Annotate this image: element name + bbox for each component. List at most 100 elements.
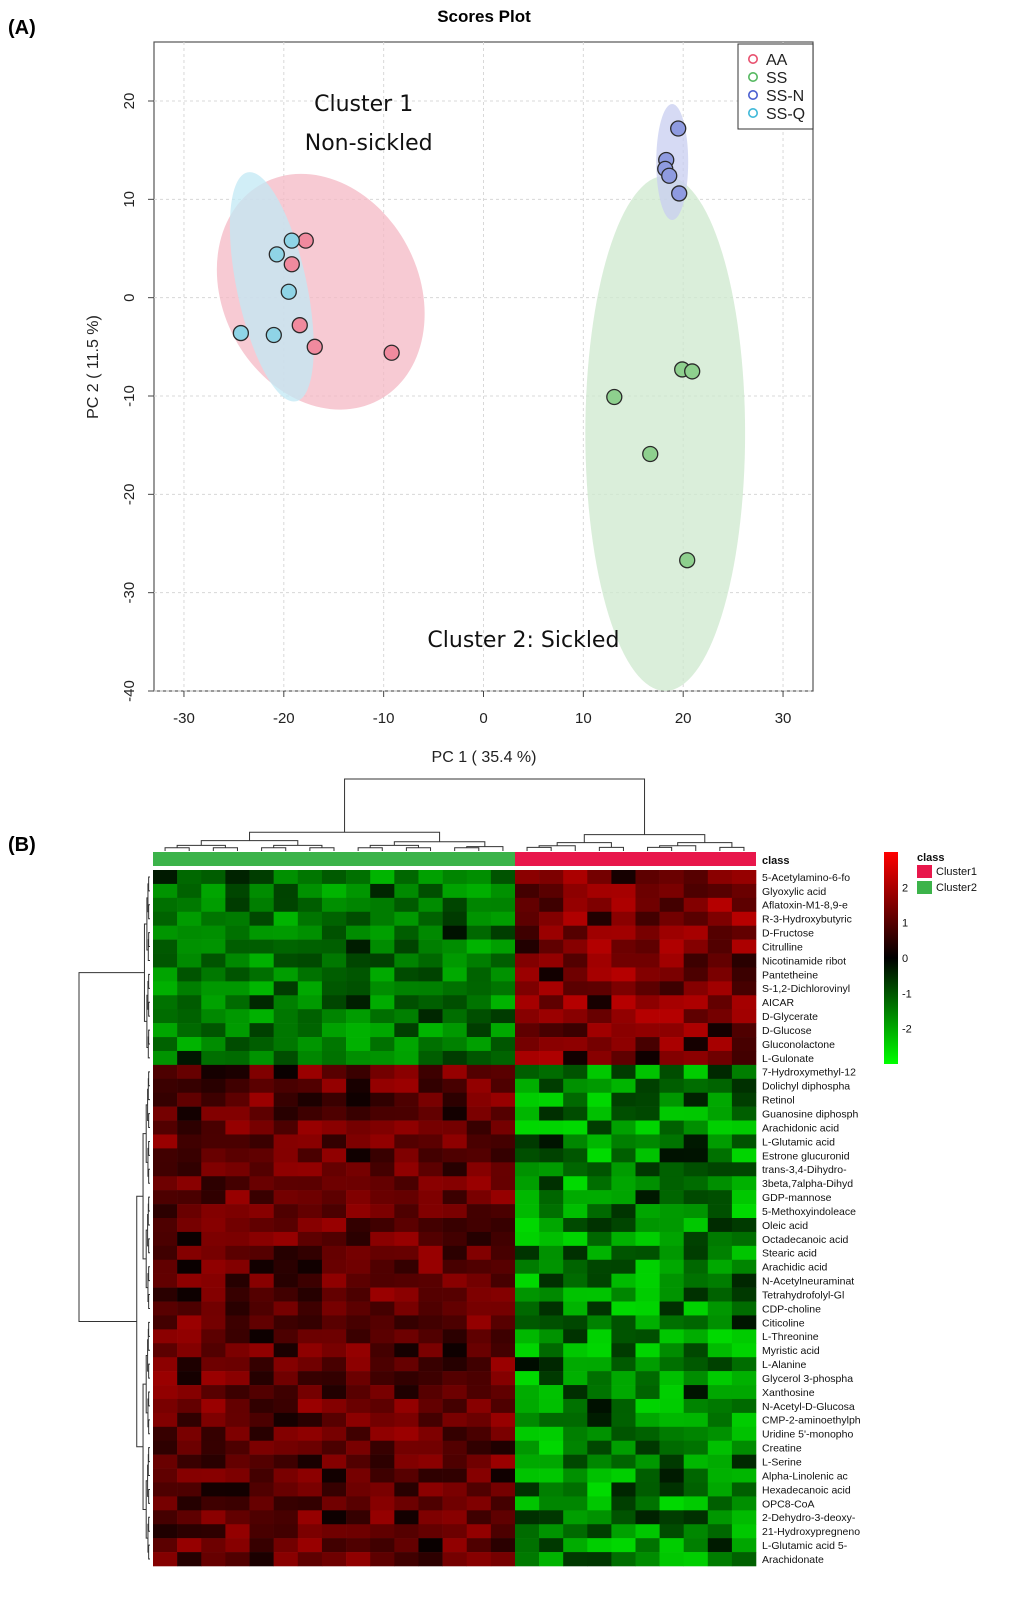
heatmap-cell bbox=[201, 1009, 226, 1024]
heatmap-cell bbox=[490, 870, 516, 885]
heatmap-cell bbox=[225, 1357, 250, 1372]
heatmap-cell bbox=[201, 1148, 226, 1163]
heatmap-cell bbox=[394, 1371, 419, 1386]
heatmap-cell bbox=[490, 1009, 516, 1024]
heatmap-cell bbox=[515, 1245, 540, 1261]
row-label: 5-Acetylamino-6-fo bbox=[762, 872, 850, 884]
row-label: N-Acetyl-D-Glucosa bbox=[762, 1401, 855, 1413]
heatmap-cell bbox=[321, 925, 347, 940]
heatmap-cell bbox=[611, 1538, 636, 1553]
heatmap-cell bbox=[418, 1468, 443, 1483]
heatmap-cell bbox=[394, 1050, 419, 1066]
heatmap-cell bbox=[683, 1231, 709, 1247]
heatmap-cell bbox=[539, 1343, 564, 1358]
heatmap-cell bbox=[515, 995, 540, 1010]
heatmap-cell bbox=[490, 1524, 516, 1539]
heatmap-cell bbox=[611, 1106, 636, 1121]
heatmap-cell bbox=[707, 1190, 733, 1205]
heatmap-cell bbox=[731, 1398, 757, 1414]
dendrogram-branch bbox=[148, 973, 150, 989]
panel-b-label: (B) bbox=[8, 834, 36, 856]
heatmap-cell bbox=[370, 1106, 395, 1121]
heatmap-cell bbox=[515, 1315, 540, 1330]
row-label: Retinol bbox=[762, 1095, 795, 1107]
heatmap-cell bbox=[394, 1134, 419, 1149]
heatmap-cell bbox=[153, 1468, 178, 1483]
heatmap-cell bbox=[394, 1148, 419, 1163]
heatmap-cell bbox=[659, 967, 684, 982]
heatmap-cell bbox=[587, 1050, 612, 1066]
row-label: L-Serine bbox=[762, 1456, 802, 1468]
heatmap-cell bbox=[731, 925, 757, 940]
y-tick-label: -40 bbox=[121, 680, 138, 702]
heatmap-cell bbox=[418, 1273, 443, 1288]
heatmap-cell bbox=[297, 1315, 323, 1330]
heatmap-cell bbox=[611, 1259, 636, 1274]
heatmap-cell bbox=[539, 995, 564, 1010]
row-label: Arachidic acid bbox=[762, 1262, 828, 1274]
heatmap-cell bbox=[225, 1385, 250, 1400]
heatmap-cell bbox=[249, 1357, 274, 1372]
heatmap-cell bbox=[249, 911, 274, 926]
heatmap-cell bbox=[394, 981, 419, 996]
heatmap-cell bbox=[346, 1176, 371, 1191]
y-tick-label: -10 bbox=[121, 385, 138, 407]
heatmap-cell bbox=[731, 1190, 757, 1205]
heatmap-cell bbox=[563, 1301, 588, 1316]
heatmap-cell bbox=[587, 911, 612, 926]
heatmap-cell bbox=[611, 1412, 636, 1428]
row-label: Myristic acid bbox=[762, 1345, 820, 1357]
heatmap-cell bbox=[659, 1064, 684, 1080]
heatmap-cell bbox=[297, 1385, 323, 1400]
heatmap-cell bbox=[490, 1412, 516, 1428]
heatmap-cell bbox=[370, 981, 395, 996]
heatmap-cell bbox=[539, 981, 564, 996]
heatmap-cell bbox=[370, 1454, 395, 1469]
heatmap-cell bbox=[201, 1259, 226, 1274]
heatmap-cell bbox=[177, 1329, 202, 1344]
dendrogram-branch bbox=[148, 1488, 150, 1504]
heatmap-cell bbox=[611, 1371, 636, 1386]
heatmap-cell bbox=[635, 911, 660, 926]
heatmap-cell bbox=[321, 995, 347, 1010]
heatmap-cell bbox=[297, 1454, 323, 1469]
x-tick-label: 30 bbox=[775, 710, 792, 727]
heatmap-cell bbox=[321, 1009, 347, 1024]
heatmap-cell bbox=[683, 1440, 709, 1455]
heatmap-cell bbox=[490, 1037, 516, 1052]
heatmap-cell bbox=[683, 1120, 709, 1135]
legend-box bbox=[737, 43, 814, 130]
heatmap-cell bbox=[611, 1524, 636, 1539]
heatmap-cell bbox=[153, 1552, 178, 1567]
heatmap-cell bbox=[707, 967, 733, 982]
heatmap-cell bbox=[515, 1385, 540, 1400]
dendrogram-branch bbox=[148, 1238, 150, 1254]
heatmap-cell bbox=[635, 870, 660, 885]
heatmap-cell bbox=[225, 1190, 250, 1205]
heatmap-cell bbox=[297, 1468, 323, 1483]
row-label: Creatine bbox=[762, 1443, 802, 1455]
heatmap-cell bbox=[321, 1538, 347, 1553]
heatmap-cell bbox=[611, 1468, 636, 1483]
heatmap-cell bbox=[346, 925, 371, 940]
heatmap-cell bbox=[539, 925, 564, 940]
heatmap-cell bbox=[563, 967, 588, 982]
heatmap-cell bbox=[249, 897, 274, 913]
heatmap-cell bbox=[635, 995, 660, 1010]
heatmap-cell bbox=[587, 953, 612, 968]
heatmap-cell bbox=[249, 1412, 274, 1428]
heatmap-cell bbox=[563, 1245, 588, 1261]
heatmap-cell bbox=[153, 1023, 178, 1038]
heatmap-cell bbox=[153, 1454, 178, 1469]
heatmap-cell bbox=[683, 1259, 709, 1274]
heatmap-cell bbox=[346, 1287, 371, 1302]
heatmap-cell bbox=[321, 1162, 347, 1177]
heatmap-cell bbox=[177, 939, 202, 954]
row-label: N-Acetylneuraminat bbox=[762, 1276, 854, 1288]
heatmap-cell bbox=[539, 1064, 564, 1080]
heatmap-cell bbox=[418, 1120, 443, 1135]
heatmap-cell bbox=[201, 1120, 226, 1135]
heatmap-cell bbox=[321, 1440, 347, 1455]
heatmap-cell bbox=[659, 981, 684, 996]
